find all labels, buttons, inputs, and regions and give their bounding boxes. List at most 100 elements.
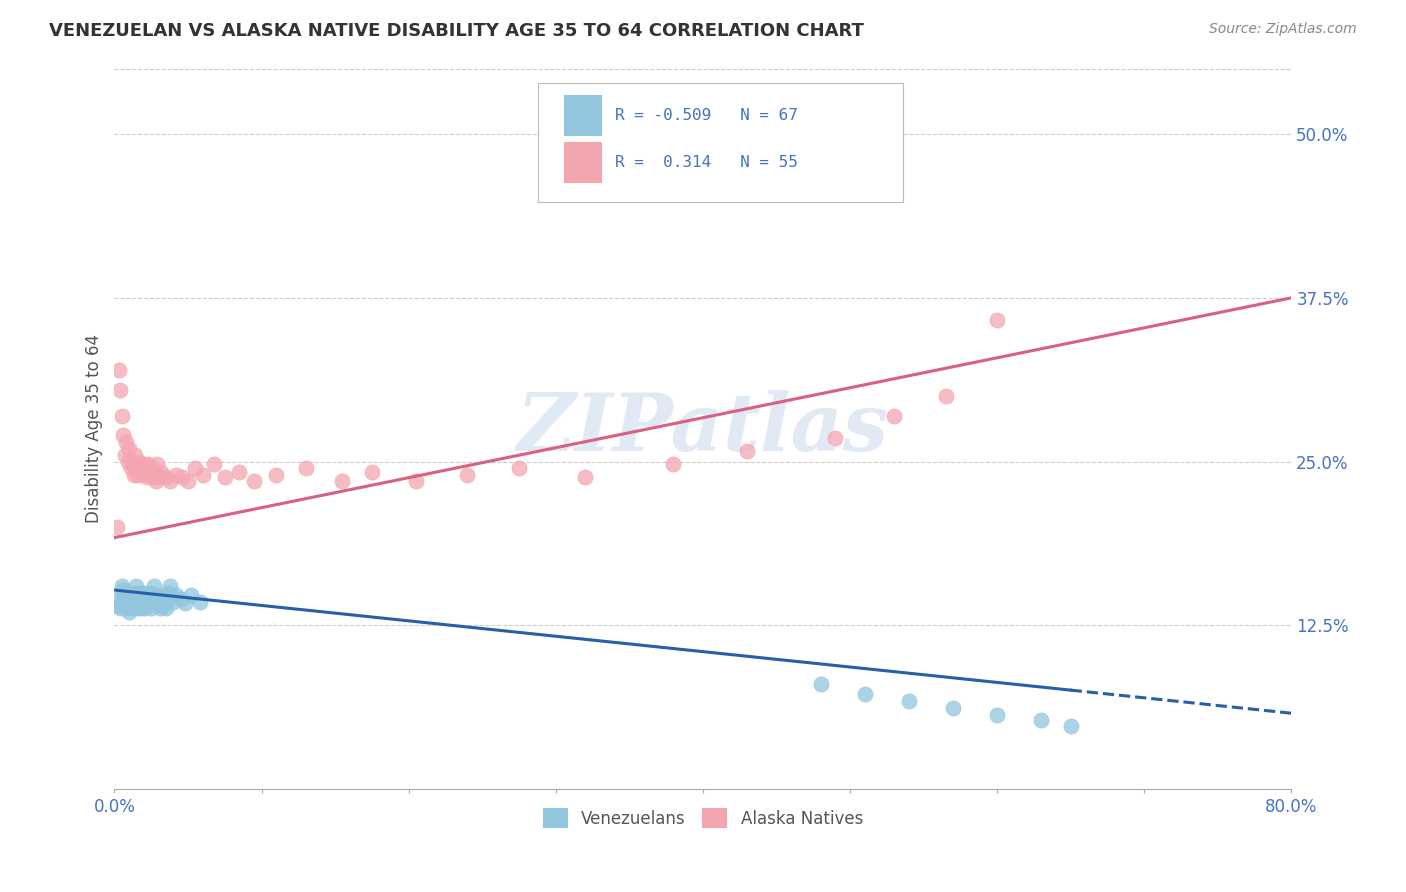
Point bbox=[127, 592, 149, 607]
Point bbox=[148, 470, 170, 484]
Point bbox=[127, 467, 149, 482]
Point bbox=[135, 470, 157, 484]
Point bbox=[132, 585, 155, 599]
Point bbox=[134, 601, 156, 615]
Point bbox=[127, 601, 149, 615]
Point bbox=[138, 465, 160, 479]
Point bbox=[162, 595, 184, 609]
Point bbox=[110, 383, 132, 397]
Point bbox=[114, 599, 136, 613]
Point bbox=[172, 470, 194, 484]
Point bbox=[141, 461, 163, 475]
Text: Source: ZipAtlas.com: Source: ZipAtlas.com bbox=[1209, 22, 1357, 37]
Point bbox=[228, 465, 250, 479]
Point bbox=[115, 434, 138, 449]
Point bbox=[456, 467, 478, 482]
Point bbox=[117, 455, 139, 469]
Point bbox=[897, 694, 920, 708]
Point bbox=[110, 601, 132, 615]
Point bbox=[118, 442, 141, 456]
FancyBboxPatch shape bbox=[564, 142, 602, 183]
Point bbox=[360, 465, 382, 479]
Point bbox=[143, 465, 166, 479]
Point bbox=[735, 444, 758, 458]
Point bbox=[121, 455, 143, 469]
Point bbox=[824, 431, 846, 445]
Point bbox=[574, 470, 596, 484]
Point bbox=[108, 599, 131, 613]
Text: R =  0.314   N = 55: R = 0.314 N = 55 bbox=[614, 154, 797, 169]
Point bbox=[143, 579, 166, 593]
Legend: Venezuelans, Alaska Natives: Venezuelans, Alaska Natives bbox=[536, 801, 870, 835]
Point bbox=[157, 585, 180, 599]
Point bbox=[165, 588, 187, 602]
Point bbox=[115, 596, 138, 610]
Point bbox=[128, 599, 150, 613]
Point bbox=[191, 467, 214, 482]
Point bbox=[122, 585, 145, 599]
Point bbox=[129, 592, 152, 607]
Point bbox=[810, 677, 832, 691]
Point bbox=[180, 588, 202, 602]
Point bbox=[405, 475, 427, 489]
Point bbox=[114, 448, 136, 462]
Point bbox=[174, 596, 197, 610]
Point bbox=[120, 599, 142, 613]
Point bbox=[117, 592, 139, 607]
Point bbox=[152, 599, 174, 613]
Text: VENEZUELAN VS ALASKA NATIVE DISABILITY AGE 35 TO 64 CORRELATION CHART: VENEZUELAN VS ALASKA NATIVE DISABILITY A… bbox=[49, 22, 865, 40]
Point bbox=[986, 707, 1008, 722]
Point bbox=[935, 389, 957, 403]
Point bbox=[132, 457, 155, 471]
Point bbox=[115, 588, 138, 602]
Point bbox=[177, 475, 200, 489]
Point bbox=[942, 701, 965, 715]
Point bbox=[214, 470, 236, 484]
Point bbox=[120, 588, 142, 602]
Point bbox=[117, 601, 139, 615]
Point bbox=[145, 595, 167, 609]
Point bbox=[1031, 713, 1053, 727]
Point bbox=[105, 592, 128, 607]
Point bbox=[146, 457, 169, 471]
Point bbox=[156, 592, 179, 607]
Text: ZIPatlas: ZIPatlas bbox=[517, 390, 889, 467]
Point bbox=[853, 687, 876, 701]
Point bbox=[264, 467, 287, 482]
Point bbox=[155, 470, 177, 484]
Point bbox=[112, 582, 135, 597]
Point bbox=[118, 585, 141, 599]
Point bbox=[128, 455, 150, 469]
Point bbox=[121, 601, 143, 615]
Point bbox=[125, 579, 148, 593]
Point bbox=[118, 605, 141, 619]
Point bbox=[129, 601, 152, 615]
Point bbox=[105, 520, 128, 534]
Point bbox=[129, 461, 152, 475]
Point bbox=[159, 475, 181, 489]
Point bbox=[111, 409, 134, 423]
Point bbox=[508, 461, 530, 475]
Point bbox=[159, 579, 181, 593]
Point bbox=[124, 448, 146, 462]
Point bbox=[165, 467, 187, 482]
Point bbox=[122, 595, 145, 609]
FancyBboxPatch shape bbox=[538, 83, 903, 202]
Point bbox=[141, 601, 163, 615]
Point bbox=[1059, 719, 1081, 733]
Point bbox=[148, 596, 170, 610]
Point bbox=[184, 461, 207, 475]
Point bbox=[108, 363, 131, 377]
Point bbox=[128, 585, 150, 599]
Point bbox=[118, 596, 141, 610]
Point bbox=[243, 475, 266, 489]
Point bbox=[136, 457, 159, 471]
Point bbox=[136, 592, 159, 607]
Point bbox=[134, 465, 156, 479]
Point bbox=[132, 596, 155, 610]
Point bbox=[125, 596, 148, 610]
Point bbox=[131, 599, 153, 613]
Point bbox=[986, 313, 1008, 327]
Point bbox=[131, 588, 153, 602]
Point bbox=[125, 461, 148, 475]
